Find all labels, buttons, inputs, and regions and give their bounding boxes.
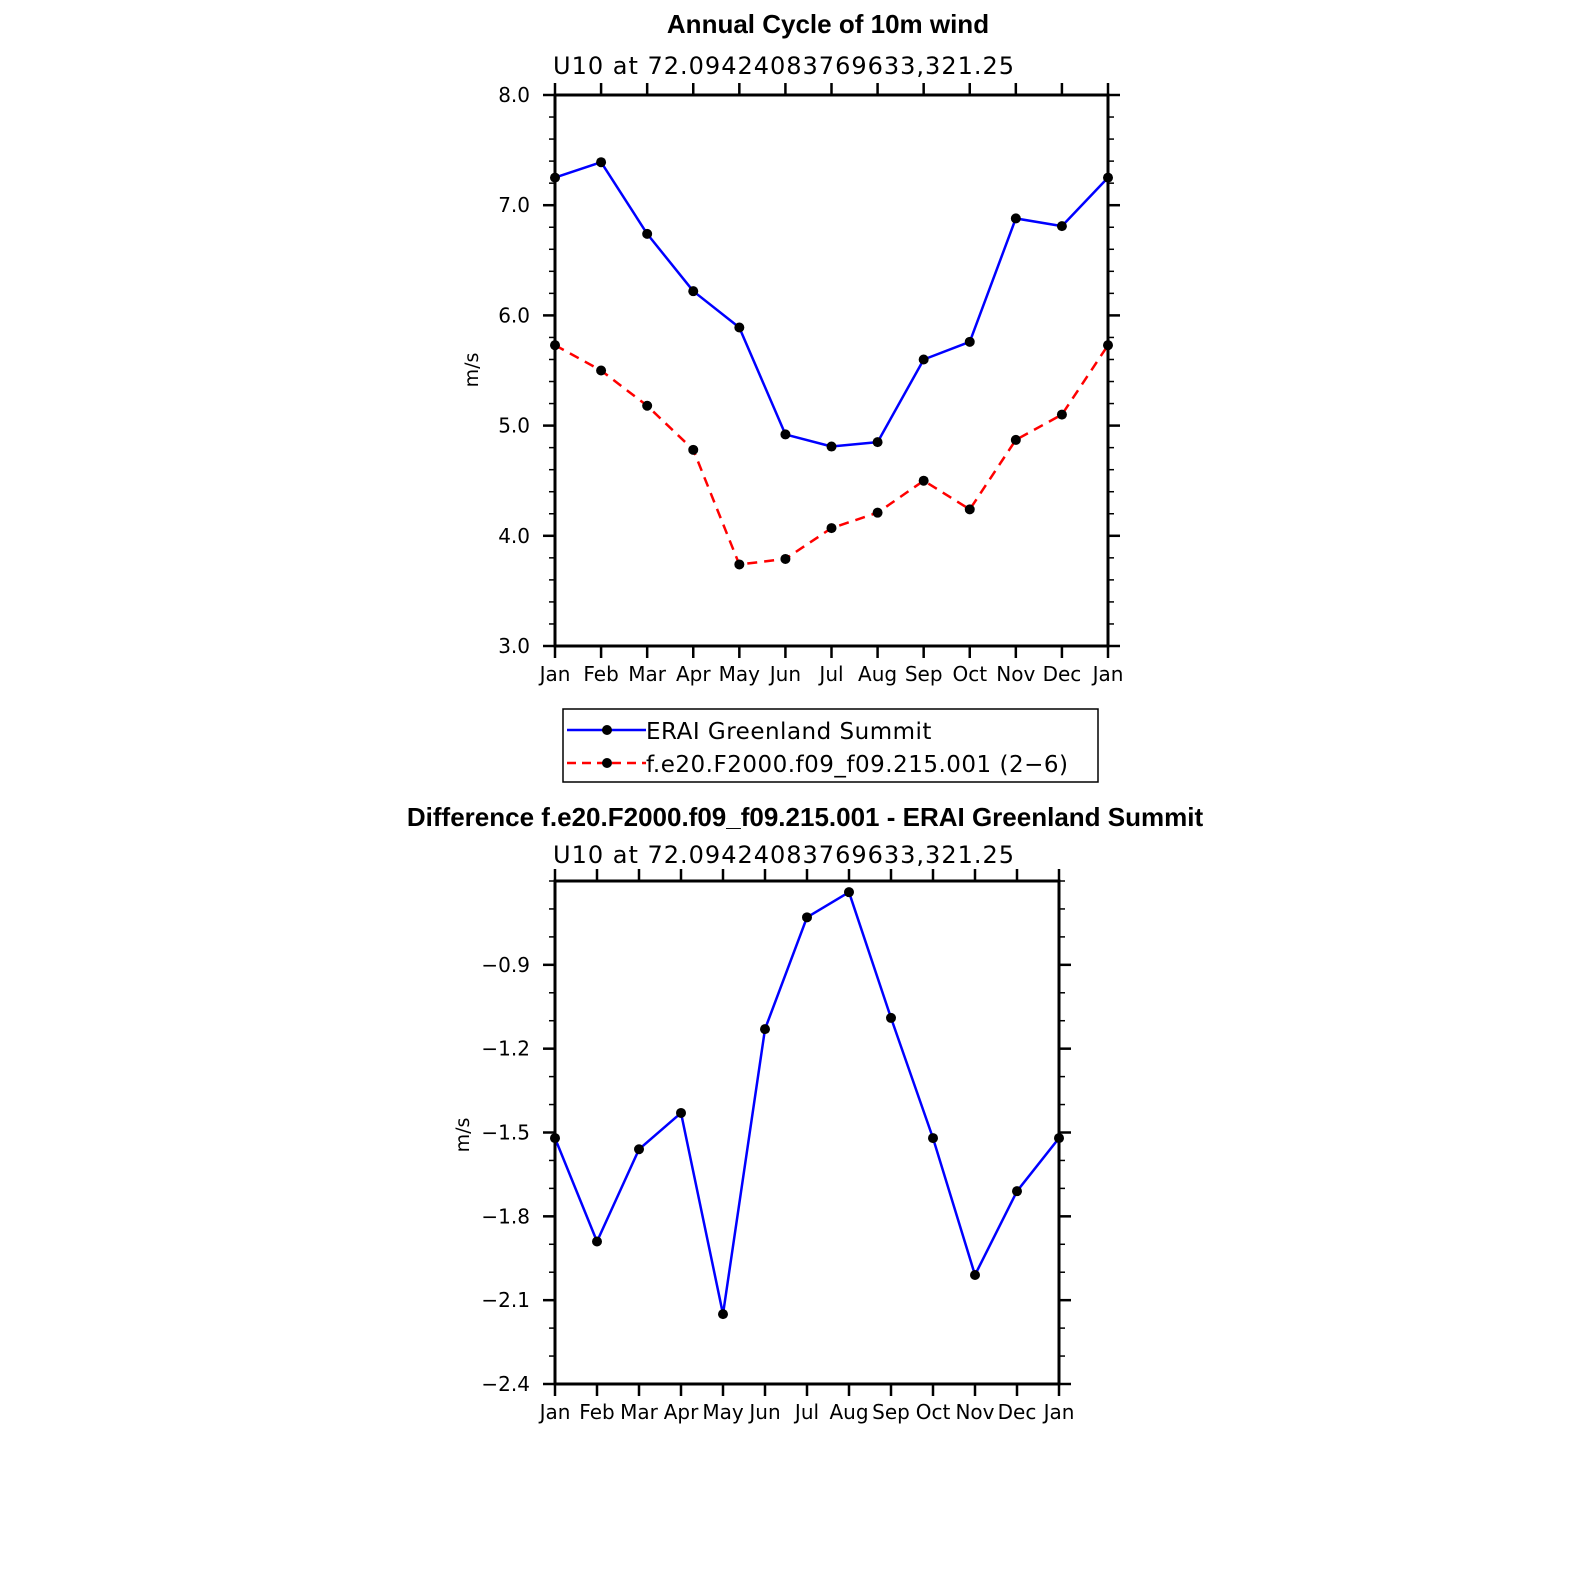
chart1-y-tick-label: 3.0 <box>498 634 530 658</box>
chart2-series-0-point <box>802 912 812 923</box>
chart2-y-tick-label: −2.4 <box>481 1372 530 1396</box>
chart1-x-tick-label: Apr <box>676 662 711 686</box>
legend-marker-erai <box>602 725 612 735</box>
chart1-x-tick-label: Mar <box>628 662 667 686</box>
chart2-x-tick-label: May <box>702 1400 744 1424</box>
chart1-x-tick-label: Jul <box>817 662 843 686</box>
chart1-series-1-point <box>642 400 653 411</box>
chart2-y-tick-label: −2.1 <box>481 1288 530 1312</box>
chart1-series-1-point <box>1010 434 1021 445</box>
chart1-y-tick-label: 5.0 <box>498 414 530 438</box>
chart2-x-tick-label: Jan <box>538 1400 571 1424</box>
chart2-x-tick-label: Mar <box>620 1400 659 1424</box>
chart1-y-tick-label: 4.0 <box>498 524 530 548</box>
chart1-x-tick-label: Nov <box>996 662 1035 686</box>
chart1-y-tick-label: 6.0 <box>498 303 530 327</box>
difference-chart: Difference f.e20.F2000.f09_f09.215.001 -… <box>407 802 1204 1424</box>
chart1-plot-frame <box>553 93 1110 648</box>
chart2-series-0-point <box>1012 1186 1022 1197</box>
annual-cycle-chart: Annual Cycle of 10m wind U10 at 72.09424… <box>461 9 1124 783</box>
chart1-x-tick-label: May <box>719 662 761 686</box>
chart2-x-tick-label: Dec <box>998 1400 1037 1424</box>
chart2-x-tick-label: Jul <box>793 1400 819 1424</box>
chart2-series-0-point <box>970 1270 980 1281</box>
chart2-subtitle: U10 at 72.09424083769633,321.25 <box>553 841 1015 869</box>
chart1-series-0-point <box>826 441 837 452</box>
chart1-series-1-point <box>964 504 975 515</box>
legend-label-erai: ERAI Greenland Summit <box>646 719 932 745</box>
chart1-series-0-point <box>1056 221 1067 232</box>
chart2-series-0-point <box>844 887 854 898</box>
chart1-series-1-point <box>826 523 837 534</box>
chart2-x-tick-label: Jan <box>1042 1400 1075 1424</box>
chart2-series-0-line <box>553 890 1060 1316</box>
chart2-x-tick-label: Sep <box>872 1400 910 1424</box>
chart1-x-tick-label: Jan <box>538 662 571 686</box>
chart1-series-0-point <box>688 286 699 297</box>
legend-marker-model <box>602 758 612 768</box>
chart1-x-tick-label: Jun <box>768 662 801 686</box>
chart1-series-1-point <box>918 475 929 486</box>
chart2-series-0-point <box>634 1144 644 1155</box>
chart2-y-axis-label: m/s <box>452 1118 474 1153</box>
chart1-subtitle: U10 at 72.09424083769633,321.25 <box>553 52 1015 80</box>
chart2-x-tick-label: Nov <box>955 1400 994 1424</box>
chart2-series-0-point <box>886 1012 896 1023</box>
chart2-series-0-point <box>718 1309 728 1320</box>
chart1-series-0-point <box>596 157 607 168</box>
chart2-series-0-point <box>760 1024 770 1035</box>
chart1-series-1-point <box>734 559 745 570</box>
legend-label-model: f.e20.F2000.f09_f09.215.001 (2−6) <box>646 752 1068 778</box>
chart1-series-1-point <box>1056 409 1067 420</box>
chart2-plot-frame <box>553 879 1061 1386</box>
chart2-title: Difference f.e20.F2000.f09_f09.215.001 -… <box>407 802 1204 832</box>
chart1-series-1-point <box>872 507 883 518</box>
chart1-series-1-point <box>688 444 699 455</box>
chart2-y-tick-label: −1.8 <box>481 1204 530 1228</box>
chart2-x-tick-label: Feb <box>579 1400 614 1424</box>
chart1-y-tick-label: 8.0 <box>498 83 530 107</box>
chart1-x-tick-label: Aug <box>858 662 897 686</box>
chart1-series-0-point <box>964 336 975 347</box>
chart2-y-tick-label: −0.9 <box>481 953 530 977</box>
chart1-series-0-point <box>918 354 929 365</box>
chart1-x-tick-label: Oct <box>952 662 987 686</box>
chart1-series-0-point <box>780 429 791 440</box>
chart2-x-tick-label: Apr <box>664 1400 699 1424</box>
chart1-series-0-point <box>872 437 883 448</box>
chart2-x-tick-label: Jun <box>747 1400 780 1424</box>
chart2-series-0-point <box>928 1133 938 1144</box>
chart1-legend: ERAI Greenland Summit f.e20.F2000.f09_f0… <box>562 708 1099 783</box>
chart1-y-axis-label: m/s <box>461 353 483 388</box>
chart1-series-0-point <box>642 228 653 239</box>
chart2-series-0-point <box>676 1107 686 1118</box>
chart1-series-1-point <box>596 365 607 376</box>
chart2-y-tick-label: −1.5 <box>481 1121 530 1145</box>
chart1-series-0-line <box>554 160 1109 448</box>
chart1-x-tick-label: Jan <box>1091 662 1124 686</box>
chart1-x-tick-label: Feb <box>583 662 618 686</box>
chart1-series-1-point <box>780 553 791 564</box>
legend-box <box>562 708 1099 783</box>
chart2-series-0-point <box>592 1236 602 1247</box>
chart1-series-0-point <box>1010 213 1021 224</box>
chart1-x-tick-label: Dec <box>1043 662 1082 686</box>
chart2-x-tick-label: Aug <box>829 1400 868 1424</box>
chart1-series-0-point <box>734 322 745 333</box>
chart2-y-tick-label: −1.2 <box>481 1037 530 1061</box>
chart2-x-tick-label: Oct <box>916 1400 951 1424</box>
chart1-title: Annual Cycle of 10m wind <box>667 9 989 39</box>
chart1-y-tick-label: 7.0 <box>498 193 530 217</box>
chart1-x-tick-label: Sep <box>905 662 943 686</box>
